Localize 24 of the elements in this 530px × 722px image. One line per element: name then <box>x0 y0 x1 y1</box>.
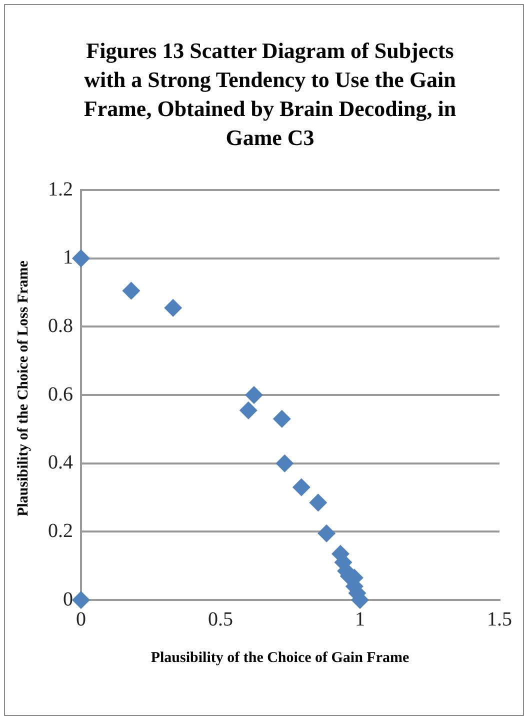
y-tick-label: 0.4 <box>48 452 73 474</box>
chart-title: Figures 13 Scatter Diagram of Subjects with a Strong Tendency to Use the Gain Frame, Obtained by Brain Decoding, in Game C3 <box>82 37 458 152</box>
y-tick-label: 0 <box>63 588 73 610</box>
x-axis-title: Plausibility of the Choice of Gain Frame <box>150 650 410 667</box>
point <box>164 298 182 317</box>
y-tick-label: 1.2 <box>48 178 73 200</box>
point <box>239 401 258 420</box>
y-tick-label: 0.8 <box>48 314 73 337</box>
point <box>276 454 294 472</box>
point <box>244 386 263 404</box>
x-tick-label: 1.5 <box>487 608 512 630</box>
y-tick-label: 1 <box>63 246 73 269</box>
x-tick-label: 1 <box>355 608 365 630</box>
point <box>122 282 140 300</box>
point <box>72 591 90 609</box>
point <box>72 249 90 268</box>
point <box>309 494 328 512</box>
point <box>318 524 336 542</box>
y-axis-title: Plausibility of the Choice of Loss Frame <box>16 260 32 518</box>
y-tick-label: 0.6 <box>48 383 73 406</box>
y-tick-label: 0.2 <box>48 520 73 542</box>
point <box>272 410 291 428</box>
point <box>292 478 310 496</box>
x-tick-label: 0.5 <box>208 608 233 630</box>
